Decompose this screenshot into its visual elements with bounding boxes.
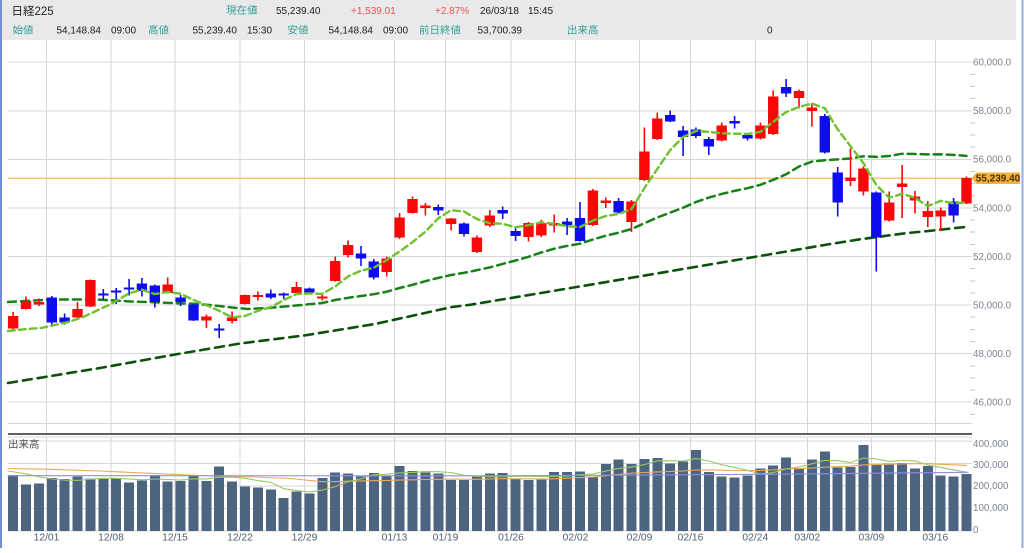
svg-text:02/24: 02/24 xyxy=(742,532,768,543)
svg-text:03/16: 03/16 xyxy=(922,532,948,543)
svg-text:12/08: 12/08 xyxy=(98,532,124,543)
svg-text:48,000.0: 48,000.0 xyxy=(973,349,1012,360)
svg-text:400,000: 400,000 xyxy=(973,439,1009,450)
svg-text:54,000.0: 54,000.0 xyxy=(973,203,1012,214)
svg-text:300,000: 300,000 xyxy=(973,460,1009,471)
svg-text:54,148.84: 54,148.84 xyxy=(329,26,374,37)
svg-text:46,000.0: 46,000.0 xyxy=(973,398,1012,409)
svg-text:225: 225 xyxy=(35,6,54,18)
svg-text:01/26: 01/26 xyxy=(498,532,524,543)
svg-text:15:45: 15:45 xyxy=(528,6,553,17)
svg-text:02/16: 02/16 xyxy=(678,532,704,543)
svg-text:12/15: 12/15 xyxy=(162,532,188,543)
svg-text:55,239.40: 55,239.40 xyxy=(193,26,238,37)
svg-text:09:00: 09:00 xyxy=(111,26,136,37)
svg-text:09:00: 09:00 xyxy=(383,26,408,37)
svg-text:52,000.0: 52,000.0 xyxy=(973,252,1012,263)
svg-text:54,148.84: 54,148.84 xyxy=(57,26,102,37)
svg-text:02/02: 02/02 xyxy=(563,532,589,543)
svg-text:55,239.40: 55,239.40 xyxy=(276,6,321,17)
svg-text:60,000.0: 60,000.0 xyxy=(973,58,1012,69)
svg-text:12/01: 12/01 xyxy=(34,532,60,543)
svg-text:50,000.0: 50,000.0 xyxy=(973,300,1012,311)
svg-text:03/02: 03/02 xyxy=(794,532,820,543)
svg-text:55,239.40: 55,239.40 xyxy=(976,174,1021,185)
svg-text:200,000: 200,000 xyxy=(973,481,1009,492)
svg-text:56,000.0: 56,000.0 xyxy=(973,155,1012,166)
svg-text:15:30: 15:30 xyxy=(247,26,272,37)
svg-text:+2.87%: +2.87% xyxy=(435,6,469,17)
svg-text:+1,539.01: +1,539.01 xyxy=(351,6,396,17)
svg-text:0: 0 xyxy=(973,525,979,536)
svg-text:58,000.0: 58,000.0 xyxy=(973,106,1012,117)
svg-text:03/09: 03/09 xyxy=(859,532,885,543)
svg-text:26/03/18: 26/03/18 xyxy=(480,6,519,17)
svg-text:01/19: 01/19 xyxy=(433,532,459,543)
svg-text:01/13: 01/13 xyxy=(382,532,408,543)
svg-text:0: 0 xyxy=(767,26,773,37)
svg-text:02/09: 02/09 xyxy=(627,532,653,543)
svg-text:12/29: 12/29 xyxy=(292,532,318,543)
svg-text:100,000: 100,000 xyxy=(973,503,1009,514)
svg-text:53,700.39: 53,700.39 xyxy=(478,26,523,37)
svg-text:12/22: 12/22 xyxy=(227,532,253,543)
